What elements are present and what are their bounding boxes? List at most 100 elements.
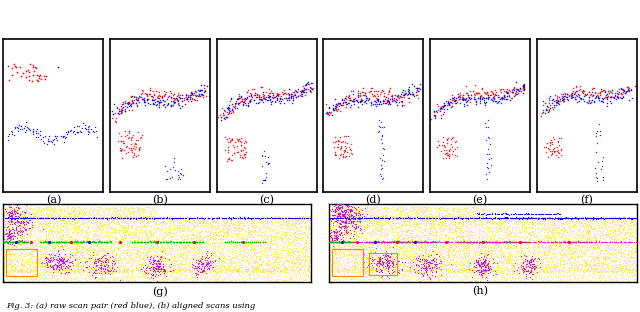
Point <box>335 206 345 211</box>
Point <box>271 277 281 282</box>
Point <box>385 267 396 272</box>
Point <box>32 208 42 213</box>
Point <box>115 228 125 233</box>
Point <box>236 253 246 258</box>
Point <box>182 219 193 224</box>
Point <box>45 220 55 225</box>
Point <box>507 225 517 230</box>
Point <box>399 244 410 249</box>
Point <box>461 245 471 250</box>
Point <box>99 274 109 279</box>
Point <box>77 231 88 236</box>
Point <box>291 217 301 222</box>
Point <box>563 255 573 260</box>
Point <box>115 214 125 219</box>
Point <box>271 93 282 98</box>
Point <box>457 275 467 280</box>
Point <box>291 279 301 284</box>
Point <box>614 239 625 244</box>
Point <box>496 245 506 250</box>
Point <box>72 216 83 221</box>
Point <box>86 215 97 220</box>
Point <box>394 240 404 245</box>
Point <box>387 271 397 275</box>
Point <box>149 92 159 97</box>
Point <box>353 219 364 224</box>
Point <box>198 239 208 244</box>
Point <box>36 263 47 268</box>
Point <box>227 235 237 240</box>
Point <box>211 263 221 268</box>
Point <box>129 144 140 149</box>
Point <box>225 268 236 273</box>
Point <box>578 227 588 232</box>
Point <box>345 236 355 241</box>
Point <box>331 268 341 273</box>
Point <box>478 259 488 264</box>
Point <box>268 280 278 285</box>
Point <box>254 217 264 222</box>
Point <box>411 250 421 255</box>
Point <box>10 275 20 280</box>
Point <box>151 278 161 283</box>
Point <box>555 258 565 263</box>
Point <box>440 234 450 239</box>
Point <box>125 277 135 282</box>
Point <box>383 260 394 265</box>
Point <box>166 103 176 108</box>
Point <box>531 240 541 245</box>
Point <box>36 207 47 212</box>
Point <box>156 262 166 267</box>
Point <box>406 266 417 271</box>
Point <box>553 241 563 246</box>
Point <box>90 212 100 217</box>
Point <box>241 139 252 144</box>
Point <box>190 261 200 266</box>
Point <box>35 229 45 234</box>
Point <box>417 245 428 250</box>
Point <box>431 214 441 219</box>
Point <box>490 93 500 98</box>
Point <box>357 207 367 212</box>
Point <box>592 141 602 146</box>
Point <box>162 270 172 275</box>
Point <box>246 95 257 100</box>
Point <box>71 215 81 220</box>
Point <box>98 216 108 221</box>
Point <box>266 269 276 274</box>
Point <box>349 214 359 219</box>
Point <box>3 270 13 275</box>
Point <box>275 96 285 101</box>
Point <box>74 211 84 216</box>
Point <box>445 227 455 232</box>
Point <box>561 266 571 271</box>
Point <box>625 235 636 240</box>
Point <box>202 249 212 254</box>
Point <box>119 215 129 220</box>
Point <box>556 235 566 240</box>
Point <box>144 205 154 210</box>
Point <box>545 221 555 226</box>
Point <box>6 233 17 238</box>
Point <box>152 253 163 258</box>
Point <box>476 220 486 225</box>
Point <box>188 268 198 273</box>
Point <box>548 248 559 253</box>
Point <box>168 159 179 164</box>
Point <box>173 219 183 224</box>
Point <box>141 235 151 240</box>
Point <box>431 262 442 267</box>
Point <box>419 267 429 272</box>
Point <box>399 239 410 244</box>
Point <box>335 153 345 158</box>
Point <box>49 207 60 212</box>
Point <box>476 267 486 272</box>
Point <box>53 258 63 263</box>
Point <box>525 236 536 241</box>
Point <box>620 269 630 274</box>
Point <box>381 243 392 248</box>
Point <box>352 277 362 282</box>
Point <box>294 88 305 93</box>
Point <box>528 259 538 264</box>
Point <box>389 214 399 219</box>
